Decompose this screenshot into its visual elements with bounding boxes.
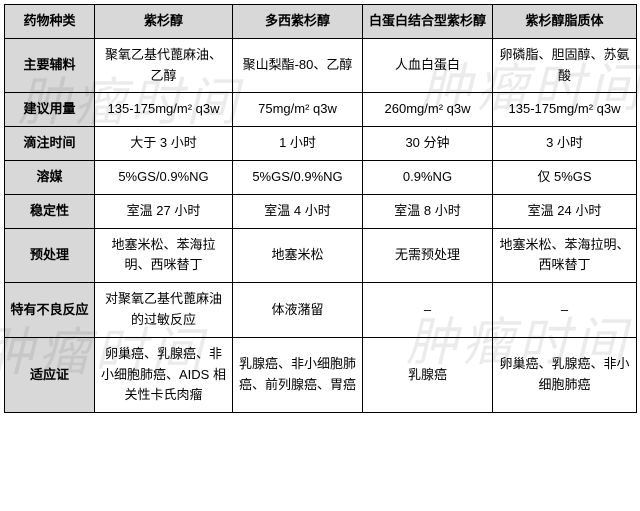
table-cell: 卵磷脂、胆固醇、苏氨酸 [493, 38, 637, 93]
table-cell: 地塞米松、苯海拉明、西咪替丁 [493, 228, 637, 283]
table-row: 溶媒5%GS/0.9%NG5%GS/0.9%NG0.9%NG仅 5%GS [5, 160, 637, 194]
row-label: 适应证 [5, 337, 95, 412]
table-cell: 大于 3 小时 [95, 127, 233, 161]
table-cell: 人血白蛋白 [363, 38, 493, 93]
table-row: 建议用量135-175mg/m² q3w75mg/m² q3w260mg/m² … [5, 93, 637, 127]
row-label: 稳定性 [5, 194, 95, 228]
table-cell: 对聚氧乙基代蓖麻油的过敏反应 [95, 283, 233, 338]
table-row: 滴注时间大于 3 小时1 小时30 分钟3 小时 [5, 127, 637, 161]
table-cell: 室温 4 小时 [233, 194, 363, 228]
table-cell: 仅 5%GS [493, 160, 637, 194]
drug-comparison-table: 药物种类 紫杉醇 多西紫杉醇 白蛋白结合型紫杉醇 紫杉醇脂质体 主要辅料聚氧乙基… [4, 4, 637, 413]
table-cell: 聚山梨酯-80、乙醇 [233, 38, 363, 93]
table-cell: 5%GS/0.9%NG [233, 160, 363, 194]
table-cell: 室温 27 小时 [95, 194, 233, 228]
table-cell: 75mg/m² q3w [233, 93, 363, 127]
table-row: 适应证卵巢癌、乳腺癌、非小细胞肺癌、AIDS 相关性卡氏肉瘤乳腺癌、非小细胞肺癌… [5, 337, 637, 412]
table-cell: 260mg/m² q3w [363, 93, 493, 127]
table-cell: 卵巢癌、乳腺癌、非小细胞肺癌、AIDS 相关性卡氏肉瘤 [95, 337, 233, 412]
row-label: 滴注时间 [5, 127, 95, 161]
col-header-0: 药物种类 [5, 5, 95, 39]
table-cell: 地塞米松、苯海拉明、西咪替丁 [95, 228, 233, 283]
table-cell: 0.9%NG [363, 160, 493, 194]
table-cell: – [493, 283, 637, 338]
col-header-3: 白蛋白结合型紫杉醇 [363, 5, 493, 39]
table-cell: 1 小时 [233, 127, 363, 161]
table-cell: 5%GS/0.9%NG [95, 160, 233, 194]
table-row: 主要辅料聚氧乙基代蓖麻油、乙醇聚山梨酯-80、乙醇人血白蛋白卵磷脂、胆固醇、苏氨… [5, 38, 637, 93]
row-label: 建议用量 [5, 93, 95, 127]
table-cell: 3 小时 [493, 127, 637, 161]
col-header-4: 紫杉醇脂质体 [493, 5, 637, 39]
col-header-2: 多西紫杉醇 [233, 5, 363, 39]
table-body: 主要辅料聚氧乙基代蓖麻油、乙醇聚山梨酯-80、乙醇人血白蛋白卵磷脂、胆固醇、苏氨… [5, 38, 637, 412]
table-cell: 30 分钟 [363, 127, 493, 161]
table-row: 特有不良反应对聚氧乙基代蓖麻油的过敏反应体液潴留–– [5, 283, 637, 338]
table-cell: 聚氧乙基代蓖麻油、乙醇 [95, 38, 233, 93]
table-cell: 无需预处理 [363, 228, 493, 283]
table-cell: 室温 24 小时 [493, 194, 637, 228]
table-cell: 地塞米松 [233, 228, 363, 283]
table-row: 稳定性室温 27 小时室温 4 小时室温 8 小时室温 24 小时 [5, 194, 637, 228]
row-label: 主要辅料 [5, 38, 95, 93]
table-cell: 乳腺癌 [363, 337, 493, 412]
col-header-1: 紫杉醇 [95, 5, 233, 39]
table-cell: 室温 8 小时 [363, 194, 493, 228]
table-cell: 乳腺癌、非小细胞肺癌、前列腺癌、胃癌 [233, 337, 363, 412]
row-label: 溶媒 [5, 160, 95, 194]
table-cell: – [363, 283, 493, 338]
row-label: 特有不良反应 [5, 283, 95, 338]
table-cell: 135-175mg/m² q3w [95, 93, 233, 127]
table-row: 预处理地塞米松、苯海拉明、西咪替丁地塞米松无需预处理地塞米松、苯海拉明、西咪替丁 [5, 228, 637, 283]
table-header-row: 药物种类 紫杉醇 多西紫杉醇 白蛋白结合型紫杉醇 紫杉醇脂质体 [5, 5, 637, 39]
table-cell: 体液潴留 [233, 283, 363, 338]
row-label: 预处理 [5, 228, 95, 283]
table-cell: 卵巢癌、乳腺癌、非小细胞肺癌 [493, 337, 637, 412]
table-cell: 135-175mg/m² q3w [493, 93, 637, 127]
